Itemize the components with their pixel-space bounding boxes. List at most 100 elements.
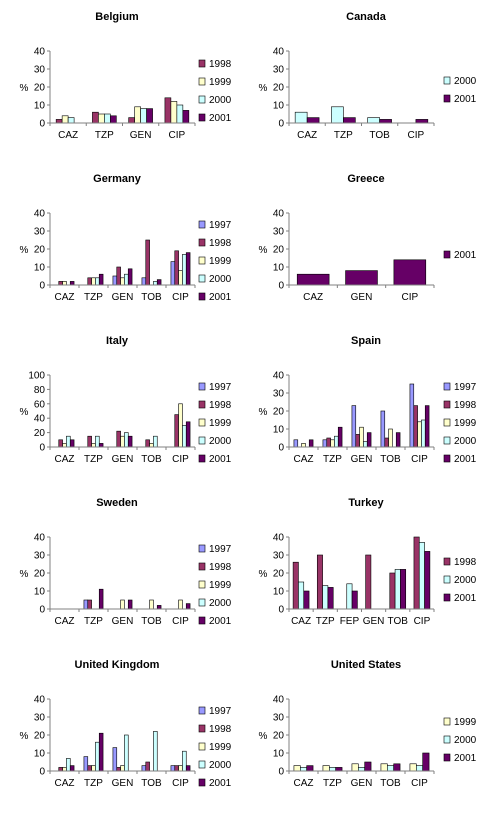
x-tick-label: TZP: [323, 454, 342, 465]
bar-belgium-tzp-1999: [98, 113, 105, 124]
x-tick-label: GEN: [112, 778, 134, 789]
bar-turkey-caz-2000: [298, 581, 305, 610]
y-tick-label: 20: [34, 731, 46, 742]
y-tick-label: 10: [273, 749, 285, 760]
y-tick-label: 20: [273, 569, 285, 580]
bar-turkey-caz-2001: [303, 590, 310, 610]
x-tick-label: GEN: [351, 292, 373, 303]
bar-turkey-tzp-1998: [316, 554, 323, 610]
bar-sweden-tzp-1998: [87, 599, 92, 610]
y-tick-label: 10: [273, 587, 285, 598]
bar-united-states-caz-1999: [293, 765, 301, 772]
chart-title: United Kingdom: [75, 659, 160, 671]
legend-swatch-1999: [443, 717, 451, 726]
legend-swatch-1998: [198, 59, 206, 68]
chart-belgium: Belgium 0 10 20 30 40% CAZ TZP GEN CIP 1998 1999 200…: [20, 11, 232, 141]
legend-label-2001: 2001: [209, 616, 232, 627]
legend: 1999 2000 2001: [443, 717, 477, 764]
bar-united-states-tob-2000: [387, 765, 394, 772]
legend-label-1999: 1999: [209, 418, 232, 429]
y-tick-label: 30: [34, 65, 46, 76]
chart-title: Spain: [351, 335, 381, 347]
legend-swatch-1999: [198, 418, 206, 427]
bar-united-kingdom-tzp-1999: [91, 765, 96, 772]
bar-belgium-caz-1998: [55, 119, 63, 124]
bar-germany-tzp-1999: [91, 277, 96, 286]
legend-label-1998: 1998: [454, 400, 477, 411]
y-tick-label: 20: [34, 245, 46, 256]
legend-label-2000: 2000: [454, 436, 477, 447]
bar-spain-caz-2001: [308, 439, 314, 448]
y-tick-label: 0: [278, 281, 284, 292]
bar-united-kingdom-cip-2000: [182, 750, 187, 772]
y-tick-label: 10: [34, 101, 46, 112]
chart-title: Greece: [347, 173, 384, 185]
y-axis-label: %: [259, 83, 268, 94]
y-tick-label: 20: [34, 428, 46, 439]
bar-spain-gen-1997: [351, 405, 357, 448]
bar-united-states-gen-2000: [358, 767, 365, 772]
legend-swatch-2001: [198, 454, 206, 463]
bar-greece-caz-2001: [296, 273, 330, 286]
legend-label-2000: 2000: [209, 436, 232, 447]
bar-spain-caz-1997: [293, 439, 299, 448]
bar-germany-tob-2000: [153, 281, 158, 286]
legend-swatch-1998: [198, 724, 206, 733]
x-tick-label: TOB: [141, 778, 162, 789]
bar-united-kingdom-cip-1999: [178, 765, 183, 772]
bar-italy-tzp-2001: [98, 443, 104, 448]
bar-italy-caz-1998: [58, 439, 63, 448]
bar-turkey-fep-2001: [351, 590, 358, 610]
bar-germany-gen-1997: [112, 275, 118, 286]
bar-spain-cip-2001: [424, 405, 430, 448]
x-tick-label: TOB: [141, 616, 162, 627]
bar-united-kingdom-caz-2001: [69, 765, 75, 772]
bar-spain-gen-2000: [363, 441, 368, 448]
bar-turkey-tzp-2000: [322, 585, 329, 610]
bar-spain-gen-2001: [366, 432, 372, 448]
bar-germany-tzp-2001: [98, 273, 104, 286]
legend-label-2001: 2001: [454, 753, 477, 764]
legend-label-2001: 2001: [209, 778, 232, 789]
bar-united-states-caz-2000: [300, 767, 307, 772]
y-tick-label: 20: [273, 731, 285, 742]
bar-turkey-gen-1998: [365, 554, 372, 610]
bar-greece-cip-2001: [393, 259, 427, 286]
chart-title: Turkey: [348, 497, 384, 509]
y-axis-label: %: [259, 569, 268, 580]
y-tick-label: 40: [273, 533, 285, 544]
legend-label-1998: 1998: [454, 557, 477, 568]
legend-swatch-1999: [198, 742, 206, 751]
legend-swatch-1998: [443, 400, 451, 409]
legend-label-2001: 2001: [209, 454, 232, 465]
y-tick-label: 30: [34, 551, 46, 562]
bar-united-states-gen-2001: [364, 761, 372, 772]
legend-label-2001: 2001: [454, 250, 477, 261]
y-tick-label: 40: [34, 414, 46, 425]
y-tick-label: 20: [34, 569, 46, 580]
bar-canada-tob-2001: [379, 119, 392, 124]
bar-united-kingdom-cip-2001: [185, 765, 191, 772]
legend-label-1998: 1998: [209, 562, 232, 573]
bar-canada-cip-2001: [415, 119, 429, 124]
y-tick-label: 40: [273, 47, 285, 58]
y-tick-label: 30: [273, 551, 285, 562]
x-tick-label: GEN: [112, 616, 134, 627]
bar-united-states-tob-1999: [380, 763, 388, 772]
bar-canada-tzp-2000: [331, 106, 344, 124]
bar-italy-gen-2000: [124, 432, 129, 448]
legend-swatch-2000: [198, 760, 206, 769]
chart-greece: Greece 0 10 20 30 40% CAZ GEN CIP 2001: [259, 173, 477, 303]
x-tick-label: CIP: [401, 292, 418, 303]
legend-swatch-1998: [443, 557, 451, 566]
bar-united-states-tzp-1999: [322, 765, 330, 772]
bar-united-states-tzp-2001: [335, 767, 343, 772]
x-tick-label: CIP: [411, 454, 428, 465]
bar-united-states-tzp-2000: [329, 767, 336, 772]
legend-swatch-2000: [198, 598, 206, 607]
bar-sweden-gen-2001: [127, 599, 133, 610]
legend-swatch-2001: [198, 292, 206, 301]
bar-sweden-gen-1999: [120, 599, 125, 610]
legend-swatch-1997: [198, 220, 206, 229]
bar-spain-gen-1998: [355, 434, 360, 448]
